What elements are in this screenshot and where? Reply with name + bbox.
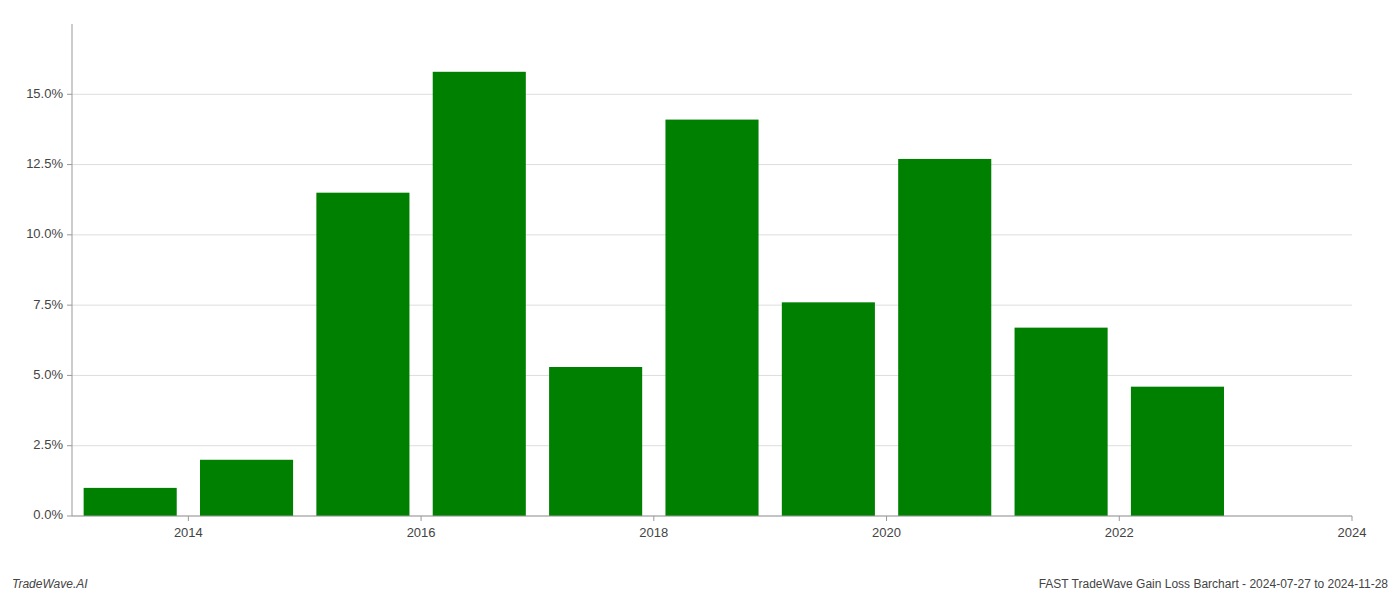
x-tick [1352,516,1353,521]
bar [84,488,177,516]
bar [898,159,991,516]
x-tick [1119,516,1120,521]
x-tick [421,516,422,521]
x-tick [188,516,189,521]
bar [1131,387,1224,516]
bar [200,460,293,516]
bar [316,193,409,516]
grid-line [72,94,1352,95]
bar [433,72,526,516]
x-tick-label: 2016 [407,525,436,540]
y-tick [67,445,72,446]
bars [84,72,1224,516]
y-tick [67,234,72,235]
y-tick-label: 5.0% [33,367,63,382]
chart-svg: 0.0%2.5%5.0%7.5%10.0%12.5%15.0%201420162… [0,0,1400,600]
grid [72,94,1352,516]
chart-container: 0.0%2.5%5.0%7.5%10.0%12.5%15.0%201420162… [0,0,1400,600]
x-tick [653,516,654,521]
y-tick [67,94,72,95]
x-tick-label: 2018 [639,525,668,540]
x-tick-label: 2014 [174,525,203,540]
x-tick [886,516,887,521]
x-tick-label: 2022 [1105,525,1134,540]
y-tick [67,375,72,376]
y-tick-label: 15.0% [26,86,63,101]
y-tick-label: 12.5% [26,156,63,171]
x-tick-label: 2020 [872,525,901,540]
y-tick [67,164,72,165]
bar [782,302,875,516]
y-tick-label: 2.5% [33,437,63,452]
x-axis-line [72,516,1352,517]
y-tick-labels: 0.0% 2.5% 5.0% 7.5% 10.0% 12.5% 15.0% [26,86,72,523]
y-axis-line [72,24,73,516]
y-tick-label: 10.0% [26,226,63,241]
footer-right: FAST TradeWave Gain Loss Barchart - 2024… [1039,577,1389,591]
x-tick-label: 2024 [1338,525,1367,540]
bar [549,367,642,516]
y-tick [67,516,72,517]
x-tick-labels: 2014 2016 2018 2020 2022 2024 [174,516,1367,540]
y-tick [67,305,72,306]
y-tick-label: 0.0% [33,507,63,522]
bar [665,120,758,516]
footer-left: TradeWave.AI [12,577,88,591]
bar [1015,328,1108,516]
y-tick-label: 7.5% [33,297,63,312]
grid-line [72,516,1352,517]
